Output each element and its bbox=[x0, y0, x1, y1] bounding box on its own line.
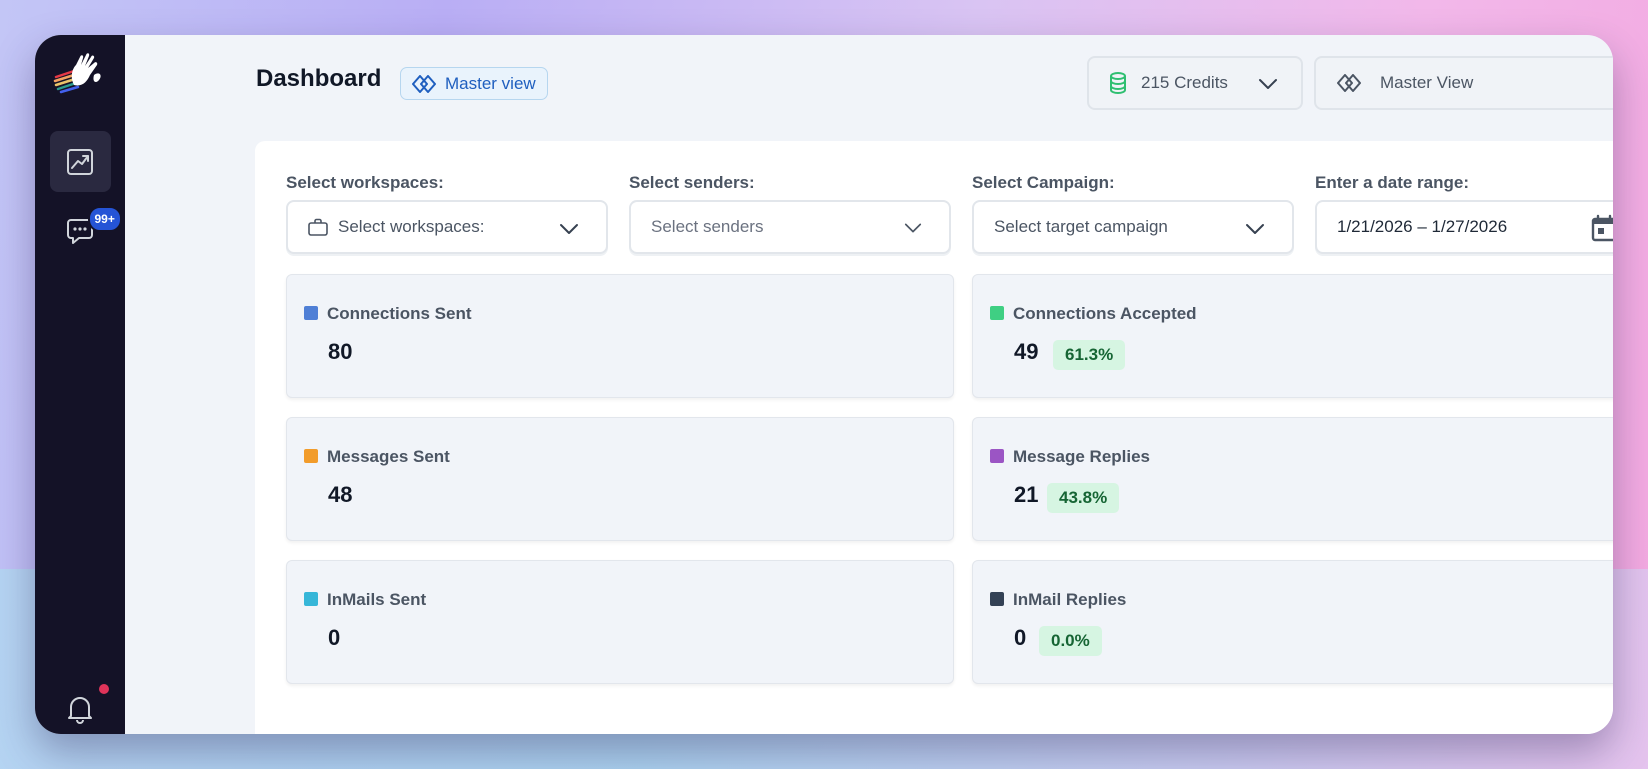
nav-messages-button[interactable]: 99+ bbox=[50, 200, 122, 261]
legend-square bbox=[304, 449, 318, 463]
legend-square bbox=[304, 592, 318, 606]
dashboard-panel: Select workspaces: Select workspaces: Se… bbox=[255, 141, 1613, 734]
briefcase-icon bbox=[308, 218, 328, 236]
credits-dropdown[interactable]: 215 Credits bbox=[1087, 56, 1303, 110]
logo-icon bbox=[53, 53, 101, 94]
workspaces-filter-label: Select workspaces: bbox=[286, 173, 444, 192]
diamond-view-icon bbox=[1337, 74, 1361, 92]
nav-notifications-button[interactable] bbox=[59, 688, 101, 730]
calendar-icon[interactable] bbox=[1591, 214, 1613, 242]
chevron-down-icon bbox=[1246, 224, 1264, 234]
main-content: Dashboard Master view 215 Credits bbox=[125, 35, 1613, 734]
stat-card-inmail-replies: InMail Replies 0 0.0% bbox=[972, 560, 1613, 684]
stat-value: 80 bbox=[328, 339, 353, 364]
view-selector-dropdown[interactable]: Master View bbox=[1314, 56, 1613, 110]
diamond-view-icon bbox=[412, 74, 436, 93]
legend-square bbox=[990, 306, 1004, 320]
legend-square bbox=[304, 306, 318, 320]
stat-card-inmails-sent: InMails Sent 0 bbox=[286, 560, 954, 684]
stat-value: 0 bbox=[328, 625, 341, 650]
sidebar: 99+ bbox=[35, 35, 125, 734]
stat-value: 0 bbox=[1014, 625, 1027, 650]
date-range-filter-label: Enter a date range: bbox=[1315, 173, 1469, 192]
senders-filter-label: Select senders: bbox=[629, 173, 755, 192]
notification-dot bbox=[99, 684, 109, 694]
stat-value: 21 bbox=[1014, 482, 1039, 507]
nav-dashboard-button[interactable] bbox=[49, 131, 111, 192]
stat-percent-badge: 43.8% bbox=[1047, 483, 1120, 513]
stat-value: 48 bbox=[328, 482, 353, 507]
legend-square bbox=[990, 449, 1004, 463]
chat-count-badge: 99+ bbox=[87, 206, 122, 232]
stat-label: Messages Sent bbox=[327, 447, 450, 466]
view-selector-label: Master View bbox=[1380, 73, 1474, 92]
page-title: Dashboard bbox=[256, 65, 382, 92]
campaign-filter-label: Select Campaign: bbox=[972, 173, 1115, 192]
workspaces-filter: Select workspaces: Select workspaces: bbox=[286, 173, 608, 254]
stat-label: InMails Sent bbox=[327, 590, 427, 609]
stat-label: InMail Replies bbox=[1013, 590, 1127, 609]
stat-label: Message Replies bbox=[1013, 447, 1151, 466]
date-range-input[interactable]: 1/21/2026 – 1/27/2026 bbox=[1315, 200, 1613, 254]
stat-card-messages-sent: Messages Sent 48 bbox=[286, 417, 954, 541]
master-view-badge: Master view bbox=[400, 67, 548, 100]
workspaces-select-value: Select workspaces: bbox=[338, 217, 485, 236]
campaign-filter: Select Campaign: Select target campaign bbox=[972, 173, 1294, 254]
stat-label: Connections Accepted bbox=[1013, 304, 1197, 323]
stat-card-message-replies: Message Replies 21 43.8% bbox=[972, 417, 1613, 541]
database-icon bbox=[1110, 72, 1126, 94]
date-range-value: 1/21/2026 – 1/27/2026 bbox=[1337, 217, 1508, 236]
chart-trend-icon bbox=[67, 148, 93, 175]
chevron-down-icon bbox=[1259, 79, 1277, 89]
stat-card-connections-sent: Connections Sent 80 bbox=[286, 274, 954, 398]
stat-percent-badge: 61.3% bbox=[1053, 340, 1126, 370]
stat-label: Connections Sent bbox=[327, 304, 472, 323]
stat-card-connections-accepted: Connections Accepted 49 61.3% bbox=[972, 274, 1613, 398]
master-view-badge-label: Master view bbox=[445, 73, 536, 93]
senders-select-placeholder: Select senders bbox=[651, 217, 764, 236]
stat-percent-badge: 0.0% bbox=[1039, 626, 1102, 656]
bell-icon bbox=[68, 697, 92, 724]
stat-value: 49 bbox=[1014, 339, 1039, 364]
senders-filter: Select senders: Select senders bbox=[629, 173, 951, 254]
chevron-down-icon bbox=[560, 224, 578, 234]
credits-label: 215 Credits bbox=[1141, 73, 1228, 92]
date-range-filter: Enter a date range: 1/21/2026 – 1/27/202… bbox=[1315, 173, 1613, 254]
workspaces-select[interactable]: Select workspaces: bbox=[286, 200, 608, 254]
legend-square bbox=[990, 592, 1004, 606]
campaign-select[interactable]: Select target campaign bbox=[972, 200, 1294, 254]
app-window: 99+ Dashboard Master view bbox=[35, 35, 1613, 734]
senders-select[interactable]: Select senders bbox=[629, 200, 951, 254]
campaign-select-value: Select target campaign bbox=[994, 217, 1168, 236]
chevron-down-icon bbox=[904, 223, 922, 233]
